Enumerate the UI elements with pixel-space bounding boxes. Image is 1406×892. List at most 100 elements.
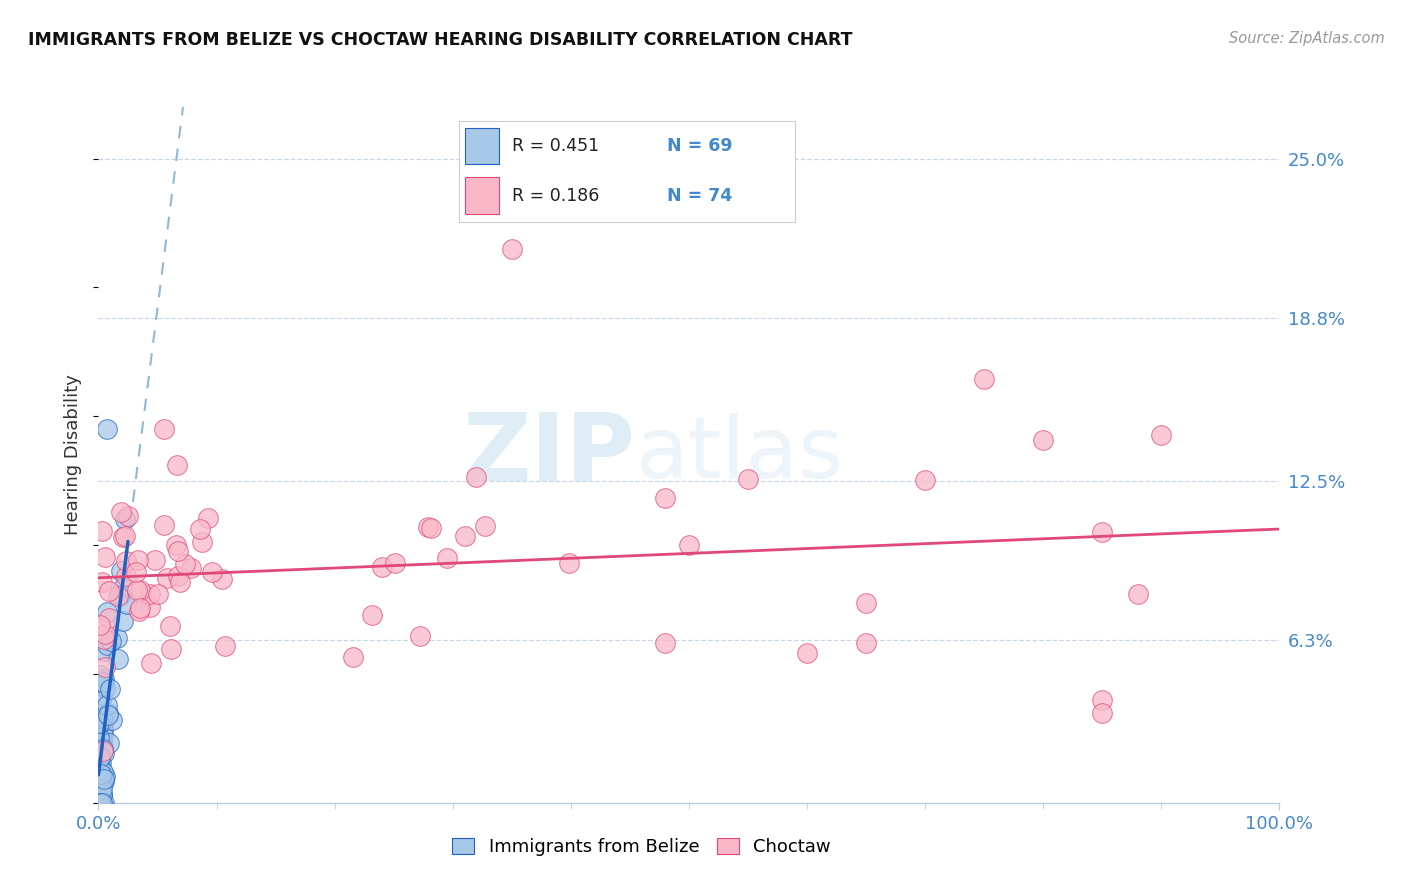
Point [91, 741, 114, 756]
Point [197, 511, 219, 525]
Point [159, 618, 181, 632]
Point [436, 551, 458, 566]
Point [97, 708, 120, 723]
Point [89, 667, 111, 681]
Point [96, 638, 118, 652]
Point [90, 796, 112, 810]
Point [100, 633, 122, 648]
Point [117, 508, 139, 523]
Point [91, 717, 114, 731]
Point [87, 731, 110, 746]
Point [89, 759, 111, 773]
Point [501, 242, 523, 256]
Point [139, 599, 162, 614]
Point [89, 762, 111, 776]
Point [90, 781, 112, 796]
Point [93, 643, 115, 657]
Point [361, 607, 384, 622]
Point [416, 519, 439, 533]
Point [159, 642, 181, 657]
Point [89, 750, 111, 764]
Point [89, 796, 111, 810]
Point [139, 656, 162, 670]
Point [91, 744, 114, 758]
Point [153, 518, 176, 533]
Point [94, 681, 117, 695]
Point [211, 572, 233, 586]
Point [105, 631, 128, 645]
Point [90, 694, 112, 708]
Point [91, 788, 114, 802]
Point [90, 756, 112, 770]
Point [87, 715, 110, 730]
Point [188, 522, 211, 536]
Point [110, 564, 132, 578]
Point [93, 774, 115, 789]
Point [98, 682, 121, 697]
Point [139, 587, 162, 601]
Point [87, 796, 110, 810]
Point [90, 716, 112, 731]
Point [96, 422, 118, 436]
Point [914, 474, 936, 488]
Point [90, 787, 112, 801]
Point [409, 630, 432, 644]
Point [91, 709, 114, 723]
Point [110, 505, 132, 519]
Point [90, 727, 112, 741]
Point [174, 557, 197, 571]
Point [93, 772, 115, 787]
Point [114, 529, 136, 543]
Point [855, 636, 877, 650]
Point [128, 601, 150, 615]
Point [93, 632, 115, 646]
Point [91, 574, 114, 589]
Point [384, 556, 406, 570]
Point [91, 765, 114, 780]
Point [115, 598, 138, 612]
Point [125, 566, 148, 580]
Point [90, 708, 112, 723]
Point [371, 560, 394, 574]
Point [127, 553, 149, 567]
Point [148, 587, 170, 601]
Point [115, 568, 138, 582]
Point [91, 524, 114, 539]
Point [855, 596, 877, 610]
Point [1091, 692, 1114, 706]
Point [128, 604, 150, 618]
Point [98, 611, 121, 625]
Point [180, 561, 202, 575]
Point [796, 646, 818, 660]
Point [419, 521, 441, 535]
Point [156, 571, 179, 585]
Point [678, 538, 700, 552]
Point [90, 734, 112, 748]
Point [87, 789, 110, 803]
Point [214, 639, 236, 653]
Point [114, 554, 136, 568]
Point [96, 698, 118, 712]
Point [454, 529, 477, 543]
Point [89, 782, 111, 797]
Point [90, 767, 112, 781]
Point [89, 618, 111, 632]
Point [89, 778, 111, 792]
Point [91, 678, 114, 692]
Point [1150, 428, 1173, 442]
Point [97, 706, 120, 720]
Point [91, 723, 114, 737]
Point [89, 796, 111, 810]
Point [91, 675, 114, 690]
Point [91, 727, 114, 741]
Point [89, 792, 111, 806]
Point [127, 583, 149, 598]
Point [90, 707, 112, 722]
Point [101, 713, 124, 727]
Point [90, 709, 112, 723]
Point [464, 469, 486, 483]
Point [558, 556, 581, 570]
Point [167, 569, 190, 583]
Point [90, 776, 112, 790]
Point [654, 491, 676, 506]
